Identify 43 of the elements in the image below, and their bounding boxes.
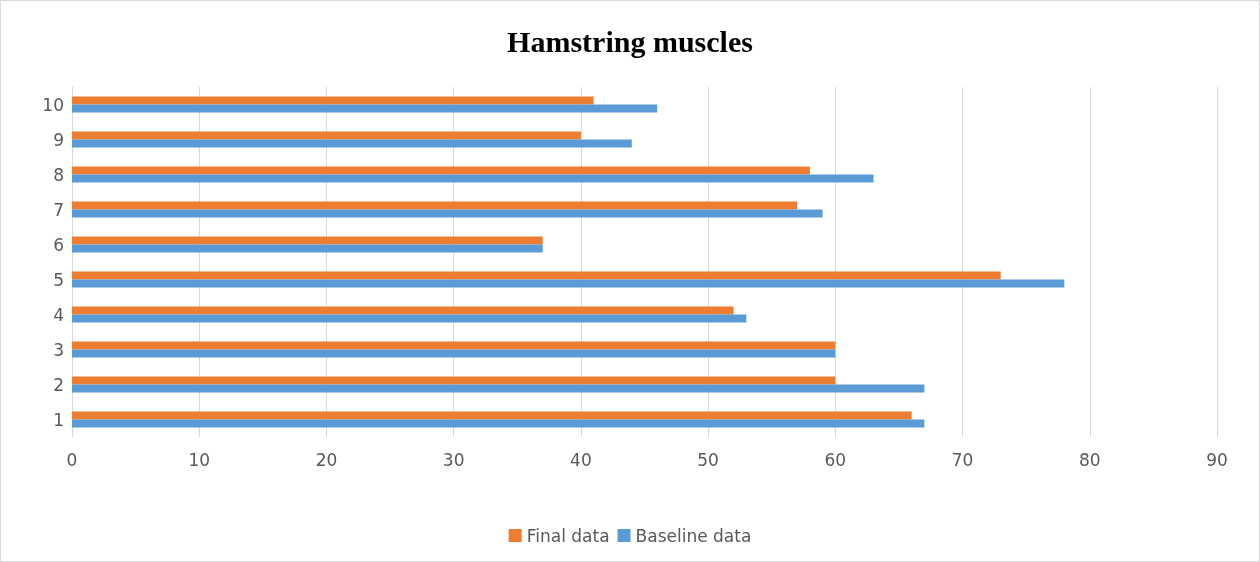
bar [72,96,594,105]
bar [72,341,836,350]
y-tick-label: 2 [53,374,64,395]
chart-title: Hamstring muscles [507,24,753,58]
bar [72,279,1065,288]
y-tick-label: 6 [53,234,64,255]
y-tick-label: 5 [53,269,64,290]
bar [72,209,823,218]
bar [72,384,925,393]
legend-label: Baseline data [635,525,752,546]
bar [72,314,747,323]
bar [72,244,543,253]
y-tick-label: 3 [53,339,64,360]
y-tick-label: 4 [53,304,64,325]
legend-label: Final data [526,525,610,546]
bar [72,236,543,245]
bar [72,271,1001,280]
bar [72,306,734,315]
y-tick-label: 1 [53,409,64,430]
bar [72,419,925,428]
x-tick-label: 40 [570,449,592,470]
x-tick-label: 80 [1078,449,1101,470]
x-tick-label: 70 [951,449,974,470]
bar [72,166,810,175]
x-tick-label: 30 [442,449,465,470]
x-tick-label: 10 [188,449,211,470]
bar [72,376,836,385]
y-tick-label: 9 [53,129,64,150]
bar [72,411,912,420]
y-tick-label: 7 [53,199,64,220]
bar [72,201,798,210]
bar [72,104,658,113]
y-tick-label: 10 [42,94,64,115]
x-tick-label: 60 [824,449,847,470]
x-tick-label: 50 [697,449,719,470]
x-tick-label: 20 [315,449,338,470]
x-tick-label: 90 [1206,449,1228,470]
bar [72,174,874,183]
bar [72,131,581,140]
bar [72,349,836,358]
y-tick-label: 8 [53,164,64,185]
x-tick-label: 0 [66,449,78,470]
bar [72,139,632,148]
